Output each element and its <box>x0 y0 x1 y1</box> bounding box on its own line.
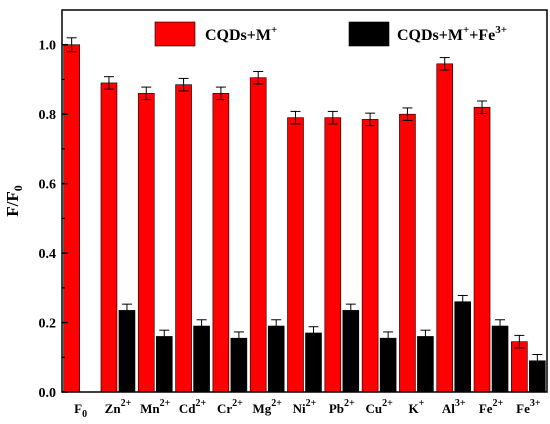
x-tick-label: F0 <box>74 401 87 420</box>
x-tick-label: Fe3+ <box>516 398 541 416</box>
x-tick-label: Zn2+ <box>105 398 132 416</box>
legend-swatch-cqds-m-fe <box>348 21 390 47</box>
x-tick-label: Mn2+ <box>140 398 171 416</box>
x-tick-label: Mg2+ <box>252 398 282 416</box>
x-tick-label: Ni2+ <box>293 398 317 416</box>
x-tick-label: Pb2+ <box>329 398 355 416</box>
bar-cqds-m-4 <box>212 93 230 393</box>
bar-cqds-m-12 <box>511 341 528 393</box>
bar-cqds-m-6 <box>287 117 304 393</box>
bar-cqds-m-5 <box>249 77 267 393</box>
y-tick-label: 0.0 <box>39 386 57 401</box>
x-tick-label: Cd2+ <box>179 398 207 416</box>
x-tick-label: K+ <box>409 398 425 416</box>
bar-cqds-m-3 <box>175 84 192 393</box>
legend: CQDs+M+ CQDs+M++Fe3+ <box>154 21 507 47</box>
y-axis-title: F/F0 <box>3 185 25 217</box>
y-tick-label: 0.8 <box>39 108 57 123</box>
bar-cqds-m-fe-1 <box>118 310 136 393</box>
y-tick-label: 0.4 <box>39 247 57 262</box>
y-axis: 0.0 0.2 0.4 0.6 0.8 1.0 <box>39 39 68 401</box>
bar-cqds-m-fe-7 <box>342 310 360 393</box>
bar-cqds-m-8 <box>361 119 379 393</box>
y-tick-label: 0.6 <box>39 178 57 193</box>
bar-cqds-m-1 <box>100 82 118 393</box>
legend-label-cqds-m-fe: CQDs+M++Fe3+ <box>397 24 507 44</box>
bar-cqds-m-11 <box>473 106 491 393</box>
y-tick-label: 0.2 <box>39 317 57 332</box>
bar-cqds-m-fe-11 <box>491 325 509 393</box>
bar-cqds-m-7 <box>324 117 342 393</box>
bar-cqds-m-fe-9 <box>417 336 434 393</box>
legend-swatch-cqds-m <box>154 21 196 47</box>
bar-cqds-m-9 <box>399 113 416 393</box>
x-tick-label: Cu2+ <box>365 398 393 416</box>
plot-frame <box>61 9 548 393</box>
bar-cqds-m-fe-8 <box>379 337 397 393</box>
x-tick-label: Al3+ <box>442 398 466 416</box>
bar-cqds-m-fe-10 <box>454 301 472 393</box>
bar-cqds-m-2 <box>137 93 155 393</box>
y-tick-label: 1.0 <box>39 39 57 54</box>
x-tick-label: Cr2+ <box>217 398 243 416</box>
x-tick-label: Fe2+ <box>479 398 504 416</box>
x-axis: F0 Zn2+ Mn2+ Cd2+ Cr2+ Mg2+ Ni2+ Pb2+ Cu2+ K+ Al3+… <box>74 398 541 420</box>
bar-cqds-m-fe-2 <box>155 336 173 393</box>
bar-cqds-m-fe-5 <box>267 325 285 393</box>
bar-cqds-m-0 <box>63 44 80 393</box>
legend-label-cqds-m: CQDs+M+ <box>205 24 277 44</box>
bars-layer <box>63 44 546 393</box>
bar-cqds-m-10 <box>436 63 454 393</box>
bar-cqds-m-fe-3 <box>193 325 210 393</box>
error-bars-layer <box>66 37 543 368</box>
bar-cqds-m-fe-4 <box>230 337 248 393</box>
bar-cqds-m-fe-6 <box>305 332 322 393</box>
